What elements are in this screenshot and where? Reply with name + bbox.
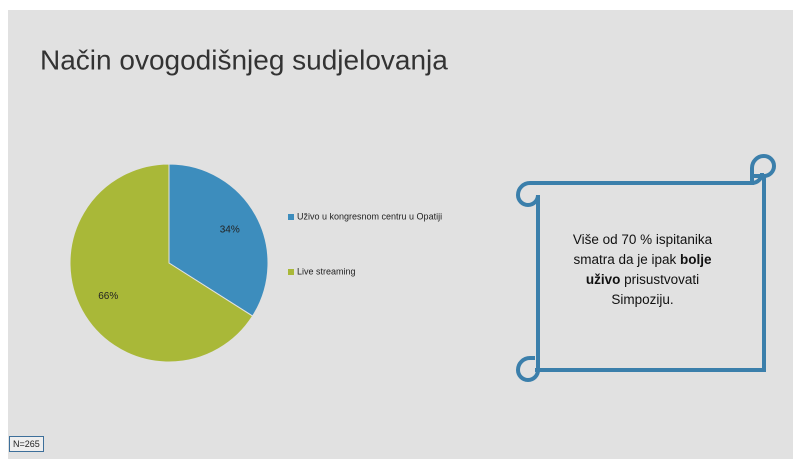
callout-text: Više od 70 % ispitanika smatra da je ipa… bbox=[560, 230, 725, 310]
callout-segment: Više od 70 % ispitanika smatra da je ipa… bbox=[572, 232, 713, 267]
legend-swatch bbox=[288, 269, 294, 275]
legend-label: Live streaming bbox=[297, 266, 356, 276]
scroll bbox=[515, 153, 776, 382]
data-label: 34% bbox=[220, 224, 240, 235]
pie-slice bbox=[69, 163, 254, 363]
callout-segment: uživo bbox=[585, 272, 621, 287]
pie-slice bbox=[168, 163, 269, 317]
sample-size: N=265 bbox=[9, 436, 44, 452]
legend-swatch bbox=[288, 214, 294, 220]
chart-title: Način ovogodišnjeg sudjelovanja bbox=[40, 44, 448, 75]
callout-segment: prisustvovati Simpoziju. bbox=[611, 272, 700, 307]
data-label: 66% bbox=[98, 291, 118, 302]
legend-label: Uživo u kongresnom centru u Opatiji bbox=[297, 211, 442, 221]
callout-segment: bolje bbox=[680, 252, 712, 267]
